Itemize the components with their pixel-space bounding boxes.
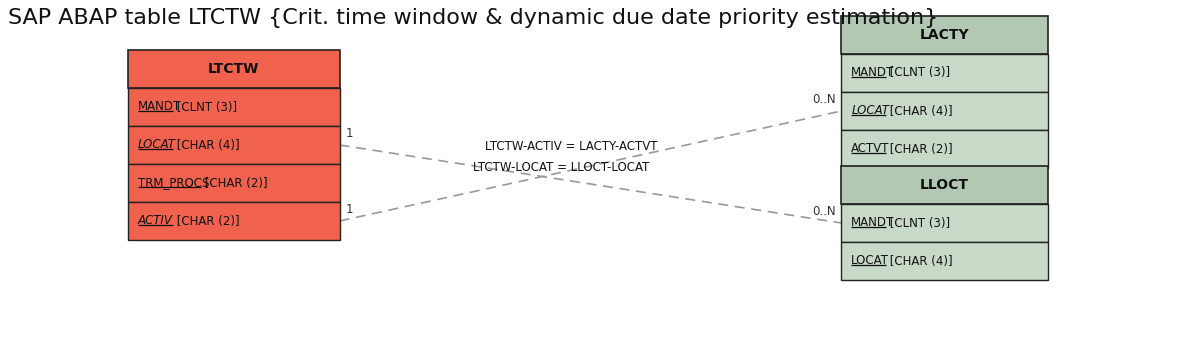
Text: [CHAR (4)]: [CHAR (4)]	[886, 255, 953, 267]
Text: LLOCT: LLOCT	[920, 178, 970, 192]
FancyBboxPatch shape	[128, 202, 340, 240]
FancyBboxPatch shape	[128, 126, 340, 164]
Text: TRM_PROCS: TRM_PROCS	[137, 176, 210, 190]
Text: LOCAT: LOCAT	[851, 104, 889, 118]
Text: [CHAR (4)]: [CHAR (4)]	[173, 139, 239, 151]
Text: LOCAT: LOCAT	[851, 255, 889, 267]
Text: 0..N: 0..N	[812, 205, 836, 218]
Text: LOCAT: LOCAT	[137, 139, 175, 151]
Text: LTCTW-LOCAT = LLOCT-LOCAT: LTCTW-LOCAT = LLOCT-LOCAT	[472, 161, 649, 174]
Text: [CHAR (2)]: [CHAR (2)]	[173, 215, 239, 227]
FancyBboxPatch shape	[842, 130, 1048, 168]
Text: ACTVT: ACTVT	[851, 143, 889, 155]
Text: MANDT: MANDT	[851, 217, 894, 230]
Text: MANDT: MANDT	[851, 67, 894, 79]
FancyBboxPatch shape	[842, 242, 1048, 280]
Text: [CLNT (3)]: [CLNT (3)]	[886, 217, 951, 230]
Text: LTCTW: LTCTW	[208, 62, 259, 76]
Text: 1: 1	[346, 203, 353, 216]
FancyBboxPatch shape	[128, 164, 340, 202]
FancyBboxPatch shape	[128, 50, 340, 88]
FancyBboxPatch shape	[842, 92, 1048, 130]
Text: LACTY: LACTY	[920, 28, 970, 42]
Text: 1: 1	[346, 127, 353, 140]
Text: [CLNT (3)]: [CLNT (3)]	[886, 67, 951, 79]
FancyBboxPatch shape	[842, 204, 1048, 242]
FancyBboxPatch shape	[842, 166, 1048, 204]
FancyBboxPatch shape	[842, 16, 1048, 54]
Text: LTCTW-ACTIV = LACTY-ACTVT: LTCTW-ACTIV = LACTY-ACTVT	[484, 140, 657, 153]
Text: MANDT: MANDT	[137, 100, 181, 114]
Text: [CLNT (3)]: [CLNT (3)]	[173, 100, 237, 114]
Text: 0..N: 0..N	[812, 93, 836, 106]
FancyBboxPatch shape	[128, 88, 340, 126]
Text: [CHAR (2)]: [CHAR (2)]	[200, 176, 268, 190]
Text: SAP ABAP table LTCTW {Crit. time window & dynamic due date priority estimation}: SAP ABAP table LTCTW {Crit. time window …	[8, 8, 938, 28]
Text: [CHAR (2)]: [CHAR (2)]	[886, 143, 953, 155]
Text: [CHAR (4)]: [CHAR (4)]	[886, 104, 953, 118]
Text: ACTIV: ACTIV	[137, 215, 173, 227]
FancyBboxPatch shape	[842, 54, 1048, 92]
